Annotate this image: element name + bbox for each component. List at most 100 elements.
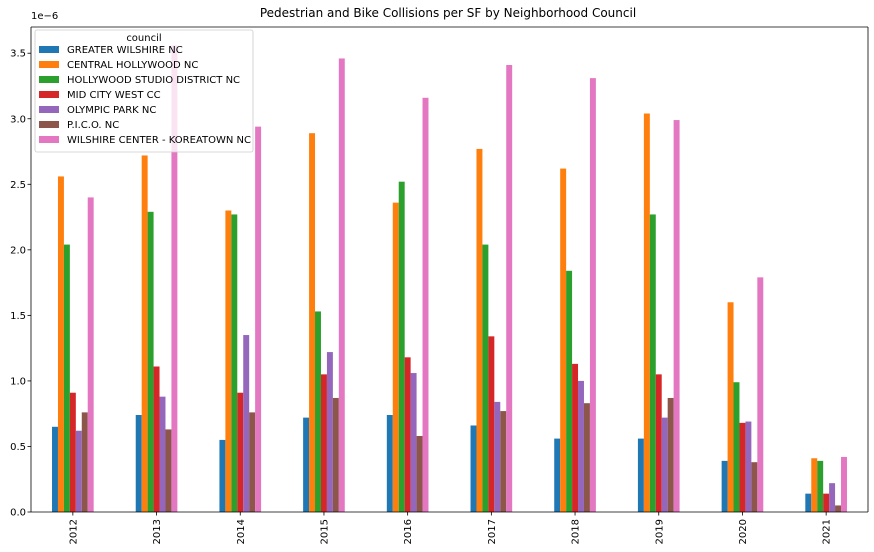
legend-entry: CENTRAL HOLLYWOOD NC: [67, 60, 198, 71]
bar-hollywood-studio-district-nc-2019: [649, 214, 656, 512]
bar-central-hollywood-nc-2017: [476, 148, 483, 512]
legend-swatch: [39, 121, 59, 128]
bar-wilshire-center-koreatown-nc-2018: [589, 78, 596, 513]
bar-hollywood-studio-district-nc-2018: [566, 270, 573, 512]
bar-wilshire-center-koreatown-nc-2012: [87, 197, 94, 512]
bar-p-i-c-o-nc-2013: [165, 429, 172, 512]
bar-central-hollywood-nc-2018: [560, 168, 567, 512]
bar-olympic-park-nc-2013: [159, 396, 166, 512]
x-tick-label: 2017: [487, 519, 498, 544]
bar-greater-wilshire-nc-2021: [805, 493, 812, 512]
bar-wilshire-center-koreatown-nc-2013: [171, 45, 178, 512]
bar-greater-wilshire-nc-2014: [219, 439, 226, 512]
bar-p-i-c-o-nc-2017: [500, 411, 507, 512]
bar-olympic-park-nc-2018: [578, 380, 584, 512]
bar-hollywood-studio-district-nc-2012: [63, 244, 70, 512]
bar-wilshire-center-koreatown-nc-2017: [506, 65, 513, 512]
bar-olympic-park-nc-2017: [494, 401, 501, 512]
bar-p-i-c-o-nc-2012: [81, 412, 88, 512]
x-tick-label: 2015: [319, 519, 330, 544]
bar-wilshire-center-koreatown-nc-2020: [757, 277, 764, 512]
legend-box: [34, 29, 254, 153]
x-tick-label: 2021: [822, 519, 833, 544]
x-tick-label: 2018: [571, 519, 582, 544]
bar-central-hollywood-nc-2020: [727, 302, 734, 512]
bar-wilshire-center-koreatown-nc-2019: [673, 120, 680, 512]
bar-greater-wilshire-nc-2020: [721, 460, 728, 512]
bar-greater-wilshire-nc-2015: [303, 417, 310, 512]
bar-central-hollywood-nc-2014: [225, 210, 232, 512]
bar-central-hollywood-nc-2013: [141, 155, 148, 512]
bar-central-hollywood-nc-2019: [643, 113, 650, 512]
x-tick-label: 2020: [738, 519, 749, 544]
bar-p-i-c-o-nc-2014: [249, 412, 256, 512]
bar-greater-wilshire-nc-2017: [470, 425, 477, 512]
bar-olympic-park-nc-2020: [745, 421, 752, 512]
bar-olympic-park-nc-2016: [410, 373, 417, 512]
bar-mid-city-west-cc-2013: [153, 366, 160, 512]
bar-p-i-c-o-nc-2018: [583, 403, 590, 512]
legend-entry: HOLLYWOOD STUDIO DISTRICT NC: [67, 75, 240, 86]
bar-p-i-c-o-nc-2019: [667, 397, 674, 512]
bar-hollywood-studio-district-nc-2014: [231, 214, 238, 512]
bar-mid-city-west-cc-2016: [404, 357, 411, 512]
bar-hollywood-studio-district-nc-2013: [147, 211, 154, 512]
bar-wilshire-center-koreatown-nc-2015: [338, 58, 345, 513]
bar-hollywood-studio-district-nc-2017: [482, 244, 489, 512]
axes-layer: 0.0 0.5 1.0 1.5 2.0 2.5 3.0 3.5 2012 2013 2014 2015…: [10, 26, 869, 544]
x-tick-label: 2019: [654, 519, 665, 544]
bar-olympic-park-nc-2014: [243, 335, 250, 512]
legend-swatch: [39, 91, 59, 98]
legend-swatch: [39, 76, 59, 83]
bar-central-hollywood-nc-2012: [57, 176, 64, 512]
bar-wilshire-center-koreatown-nc-2016: [422, 97, 429, 512]
bar-olympic-park-nc-2019: [661, 417, 668, 512]
bar-greater-wilshire-nc-2012: [52, 426, 58, 512]
legend-swatch: [39, 136, 59, 143]
bar-mid-city-west-cc-2020: [739, 422, 746, 512]
bar-central-hollywood-nc-2016: [392, 202, 399, 512]
y-tick-label: 2.5: [10, 180, 26, 191]
bar-olympic-park-nc-2012: [75, 430, 82, 512]
y-tick-label: 0.0: [10, 508, 26, 519]
bar-hollywood-studio-district-nc-2021: [817, 460, 824, 512]
bar-mid-city-west-cc-2014: [237, 392, 244, 512]
legend-entry: WILSHIRE CENTER - KOREATOWN NC: [67, 135, 251, 146]
legend-entry: MID CITY WEST CC: [67, 90, 161, 101]
bar-p-i-c-o-nc-2016: [416, 435, 423, 512]
x-tick-label: 2013: [152, 519, 163, 544]
bar-p-i-c-o-nc-2021: [835, 505, 842, 512]
legend-swatch: [39, 61, 59, 68]
x-tick-label: 2014: [236, 519, 247, 544]
legend-swatch: [39, 106, 59, 113]
bar-mid-city-west-cc-2012: [69, 392, 76, 512]
y-tick-label: 3.0: [10, 114, 26, 125]
bar-mid-city-west-cc-2015: [320, 374, 327, 512]
bar-greater-wilshire-nc-2018: [554, 438, 561, 512]
bar-p-i-c-o-nc-2020: [751, 462, 758, 512]
bar-greater-wilshire-nc-2016: [386, 415, 393, 512]
bar-mid-city-west-cc-2019: [655, 374, 662, 512]
bar-greater-wilshire-nc-2019: [637, 438, 644, 512]
legend-entry: P.I.C.O. NC: [67, 120, 119, 131]
bar-hollywood-studio-district-nc-2016: [398, 181, 405, 512]
y-tick-label: 1.0: [10, 376, 26, 387]
bars-layer: [52, 45, 847, 513]
legend-title: council: [126, 33, 161, 44]
bar-wilshire-center-koreatown-nc-2014: [255, 126, 262, 513]
y-axis-offset-label: 1e−6: [31, 11, 58, 22]
bar-wilshire-center-koreatown-nc-2021: [841, 456, 847, 512]
bar-mid-city-west-cc-2017: [488, 336, 495, 512]
chart-title: Pedestrian and Bike Collisions per SF by…: [260, 6, 636, 20]
x-tick-label: 2012: [68, 519, 79, 544]
x-tick-label: 2016: [403, 519, 414, 544]
bar-hollywood-studio-district-nc-2015: [315, 311, 321, 512]
bar-greater-wilshire-nc-2013: [135, 415, 142, 512]
bar-central-hollywood-nc-2021: [811, 458, 818, 512]
y-tick-label: 3.5: [10, 49, 26, 60]
legend-swatch: [39, 46, 59, 53]
y-tick-label: 2.0: [10, 245, 26, 256]
